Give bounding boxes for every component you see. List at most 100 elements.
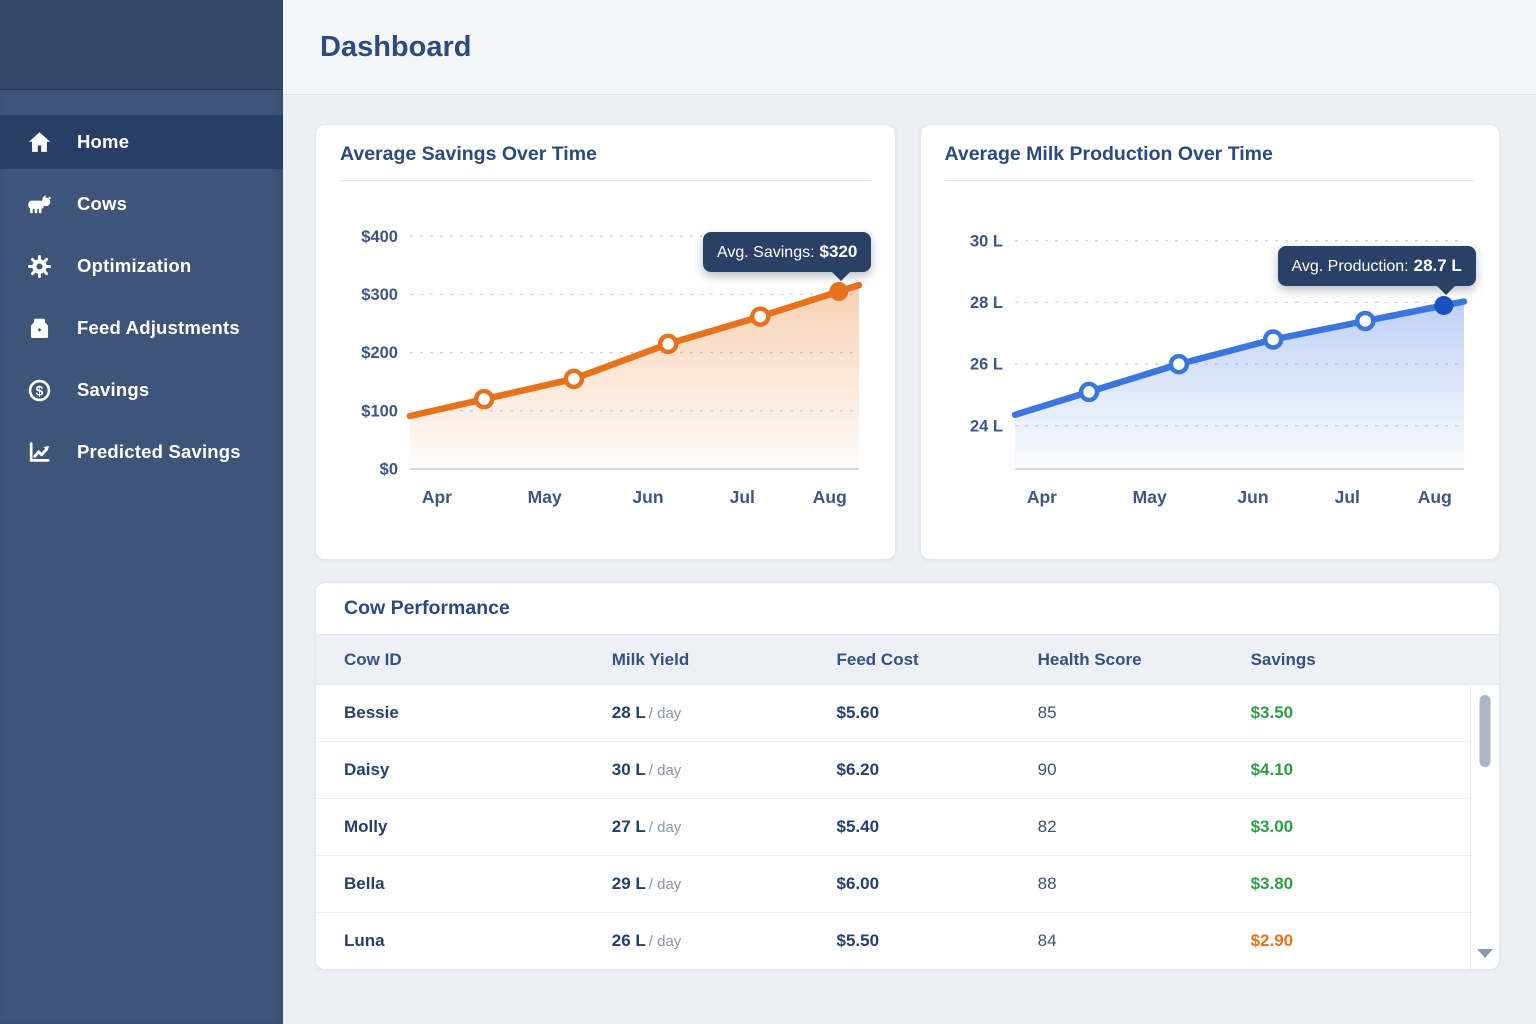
- table-row-daisy: Daisy 30 L / day $6.20 90 $4.10: [316, 742, 1499, 799]
- savings-cell: $4.10: [1250, 760, 1294, 779]
- savings-tooltip-label: Avg. Savings:: [717, 244, 815, 261]
- health-score-cell: 85: [1037, 703, 1057, 722]
- table-row-bella: Bella 29 L / day $6.00 88 $3.80: [316, 856, 1499, 913]
- savings-cell: $3.80: [1250, 874, 1294, 893]
- milk-yield-cell: 26 L / day: [611, 931, 682, 950]
- production-tooltip-value: 28.7 L: [1413, 256, 1462, 275]
- home-icon: [26, 129, 53, 156]
- production-tooltip-label: Avg. Production:: [1291, 258, 1409, 275]
- svg-text:28 L: 28 L: [969, 294, 1002, 312]
- scroll-down-arrow-icon[interactable]: [1477, 949, 1493, 958]
- milk-yield-cell: 29 L / day: [611, 874, 682, 893]
- milk-chart-area: 24 L 26 L 28 L 30 L Apr May Jun Jul Aug Avg. Pro…: [945, 187, 1476, 519]
- column-header-milk-yield: Milk Yield: [611, 649, 690, 669]
- svg-text:May: May: [528, 487, 562, 507]
- dollar-circle-icon: $: [26, 377, 53, 404]
- sidebar-item-label: Optimization: [77, 255, 192, 276]
- savings-line-chart[interactable]: $0 $100 $200 $300 $400 Apr May Jun Jul Aug: [340, 187, 871, 519]
- cow-performance-card: Cow Performance Cow ID Milk Yield Feed Cos…: [315, 582, 1500, 970]
- svg-text:Apr: Apr: [422, 487, 452, 507]
- svg-text:Jun: Jun: [632, 487, 663, 507]
- svg-text:$300: $300: [361, 286, 398, 304]
- feed-cost-cell: $5.50: [836, 931, 880, 950]
- table-row-luna: Luna 26 L / day $5.50 84 $2.90: [316, 913, 1499, 969]
- table-scrollbar: [1470, 686, 1499, 969]
- milk-chart-title: Average Milk Production Over Time: [944, 143, 1475, 181]
- table-row-molly: Molly 27 L / day $5.40 82 $3.00: [316, 799, 1499, 856]
- charts-row: Average Savings Over Time $0 $100 $200 $300…: [315, 124, 1500, 560]
- column-header-savings: Savings: [1250, 649, 1316, 669]
- svg-text:$200: $200: [361, 344, 398, 362]
- savings-chart-area: $0 $100 $200 $300 $400 Apr May Jun Jul Aug Avg. S…: [340, 187, 872, 519]
- sidebar-item-predicted-savings[interactable]: Predicted Savings: [0, 425, 283, 479]
- milk-production-line-chart[interactable]: 24 L 26 L 28 L 30 L Apr May Jun Jul Aug: [945, 187, 1476, 519]
- cow-icon: [26, 191, 53, 218]
- cow-id-cell: Molly: [344, 817, 388, 836]
- scrollbar-thumb[interactable]: [1479, 695, 1491, 767]
- feed-cost-cell: $5.40: [836, 817, 880, 836]
- table-body: Bessie 28 L / day $5.60 85 $3.50 Daisy 30 L / da…: [316, 685, 1499, 969]
- milk-chart-card: Average Milk Production Over Time 24 L 26…: [919, 124, 1500, 560]
- main-area: Dashboard Average Savings Over Time $0 $1…: [283, 0, 1536, 1024]
- cow-id-cell: Luna: [344, 931, 385, 950]
- sidebar-item-home[interactable]: Home: [0, 115, 283, 169]
- table-title: Cow Performance: [316, 583, 1499, 635]
- feed-bag-icon: [26, 315, 53, 342]
- content: Average Savings Over Time $0 $100 $200 $300…: [283, 95, 1536, 970]
- milk-yield-cell: 28 L / day: [611, 703, 682, 722]
- sidebar-item-optimization[interactable]: Optimization: [0, 239, 283, 293]
- sidebar-item-savings[interactable]: $ Savings: [0, 363, 283, 417]
- svg-text:Aug: Aug: [1417, 487, 1451, 507]
- table-header-row: Cow ID Milk Yield Feed Cost Health Score Sav…: [316, 635, 1499, 685]
- svg-text:Jul: Jul: [730, 487, 755, 507]
- table-row-bessie: Bessie 28 L / day $5.60 85 $3.50: [316, 685, 1499, 742]
- page-title: Dashboard: [320, 30, 472, 63]
- gear-icon: [26, 253, 53, 280]
- page-header: Dashboard: [283, 0, 1536, 95]
- sidebar-item-label: Predicted Savings: [77, 441, 241, 462]
- svg-text:$400: $400: [361, 228, 398, 246]
- column-header-health-score: Health Score: [1037, 649, 1142, 669]
- cow-id-cell: Daisy: [344, 760, 390, 779]
- sidebar-item-label: Cows: [77, 193, 128, 214]
- health-score-cell: 90: [1037, 760, 1057, 779]
- svg-text:30 L: 30 L: [969, 232, 1002, 250]
- savings-cell: $3.00: [1250, 817, 1294, 836]
- sidebar-item-cows[interactable]: Cows: [0, 177, 283, 231]
- sidebar-item-label: Savings: [77, 379, 150, 400]
- savings-cell: $2.90: [1250, 931, 1294, 950]
- feed-cost-cell: $5.60: [836, 703, 880, 722]
- svg-text:$: $: [35, 382, 43, 398]
- column-header-cow-id: Cow ID: [344, 649, 402, 669]
- cow-id-cell: Bella: [344, 874, 385, 893]
- milk-yield-cell: 30 L / day: [611, 760, 682, 779]
- sidebar-item-feed-adjustments[interactable]: Feed Adjustments: [0, 301, 283, 355]
- health-score-cell: 84: [1037, 931, 1057, 950]
- sidebar-nav: Home Cows Optimization Feed Adjustments $ Sav…: [0, 90, 283, 487]
- health-score-cell: 88: [1037, 874, 1057, 893]
- svg-text:Jul: Jul: [1334, 487, 1359, 507]
- cow-id-cell: Bessie: [344, 703, 399, 722]
- svg-text:Apr: Apr: [1026, 487, 1056, 507]
- sidebar: Home Cows Optimization Feed Adjustments $ Sav…: [0, 0, 283, 1024]
- trend-arrow-icon: [26, 439, 53, 466]
- savings-cell: $3.50: [1250, 703, 1294, 722]
- svg-text:26 L: 26 L: [969, 356, 1002, 374]
- svg-text:24 L: 24 L: [969, 417, 1002, 435]
- svg-text:Aug: Aug: [813, 487, 847, 507]
- sidebar-logo-area: [0, 0, 283, 90]
- column-header-feed-cost: Feed Cost: [836, 649, 919, 669]
- svg-text:May: May: [1132, 487, 1166, 507]
- health-score-cell: 82: [1037, 817, 1057, 836]
- production-tooltip: Avg. Production: 28.7 L: [1277, 246, 1476, 295]
- feed-cost-cell: $6.00: [836, 874, 880, 893]
- svg-text:$0: $0: [380, 461, 398, 479]
- savings-chart-card: Average Savings Over Time $0 $100 $200 $300…: [315, 124, 896, 560]
- feed-cost-cell: $6.20: [836, 760, 880, 779]
- savings-chart-title: Average Savings Over Time: [340, 143, 871, 181]
- svg-text:Jun: Jun: [1237, 487, 1268, 507]
- sidebar-item-label: Home: [77, 131, 130, 152]
- milk-yield-cell: 27 L / day: [611, 817, 682, 836]
- sidebar-item-label: Feed Adjustments: [77, 317, 240, 338]
- savings-tooltip: Avg. Savings: $320: [703, 232, 872, 281]
